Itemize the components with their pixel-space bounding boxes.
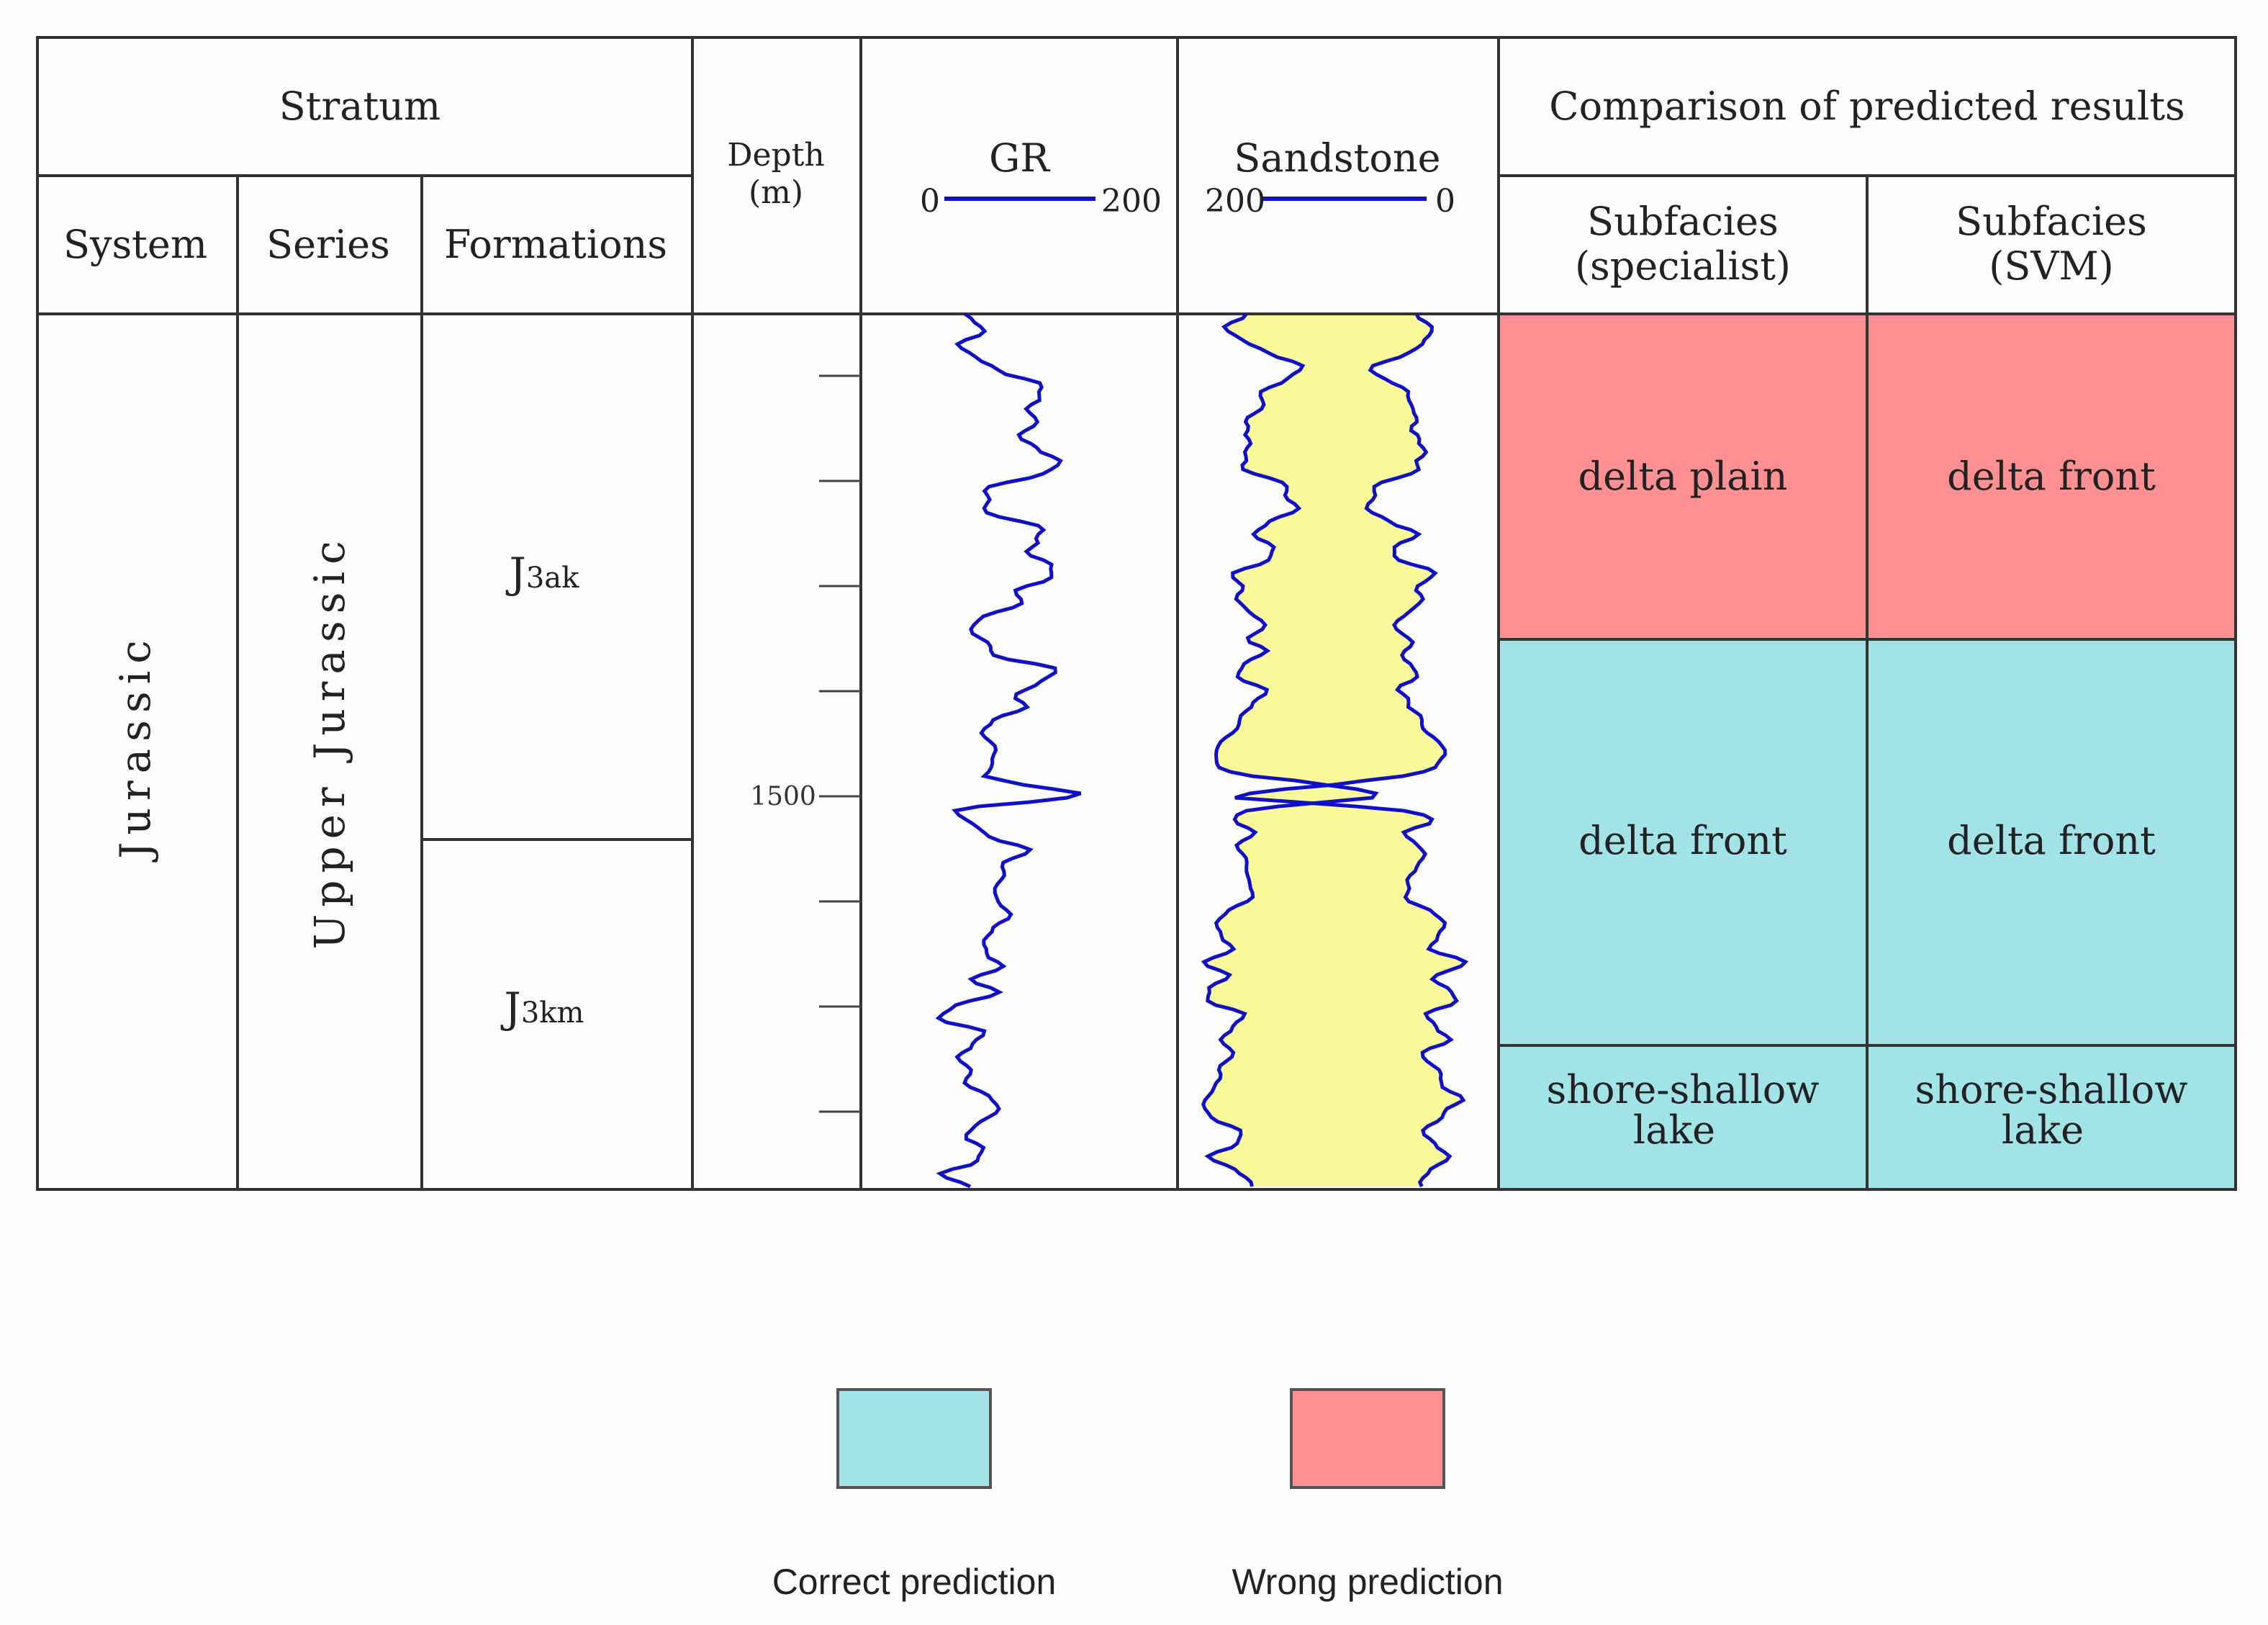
specialist-facies-block-3 <box>1499 1045 1867 1189</box>
sandstone-right-curve <box>1234 312 1469 1187</box>
system-header: System <box>63 222 207 267</box>
gr-scale-min: 0 <box>920 183 940 220</box>
svm-facies-2: delta front <box>1947 818 2156 863</box>
formation-lower-label: J3km <box>501 983 584 1032</box>
svm-facies-3-line2: lake <box>2002 1107 2084 1153</box>
comparison-header: Comparison of predicted results <box>1549 84 2185 129</box>
sandstone-fill <box>1203 314 1465 1187</box>
svm-facies-block-2 <box>1867 639 2236 1045</box>
svm-facies-block-3 <box>1867 1045 2236 1189</box>
specialist-facies-2: delta front <box>1578 818 1787 863</box>
svm-facies-1: delta front <box>1947 454 2156 499</box>
specialist-facies-3-line2: lake <box>1633 1107 1715 1153</box>
specialist-facies-block-2 <box>1499 639 1867 1045</box>
specialist-facies-1: delta plain <box>1578 454 1788 499</box>
sandstone-left-curve <box>1201 312 1379 1187</box>
subfacies-specialist-subheader: (specialist) <box>1575 243 1791 289</box>
sandstone-scale-right: 0 <box>1435 183 1455 220</box>
series-header: Series <box>266 222 390 267</box>
subfacies-svm-header: Subfacies <box>1956 199 2147 244</box>
formations-header: Formations <box>444 222 667 267</box>
subfacies-specialist-header: Subfacies <box>1587 199 1779 244</box>
legend-wrong-label: Wrong prediction <box>1232 1562 1503 1602</box>
series-label: Upper Jurassic <box>305 534 354 949</box>
legend-correct-swatch <box>836 1388 992 1489</box>
table-grid <box>36 36 2237 1191</box>
legend-wrong-swatch <box>1290 1388 1445 1489</box>
legend-correct-label: Correct prediction <box>772 1562 1057 1602</box>
system-label: Jurassic <box>111 633 160 862</box>
sandstone-header: Sandstone <box>1234 135 1440 181</box>
gr-header: GR <box>989 135 1050 181</box>
sandstone-scale-left: 200 <box>1205 183 1265 220</box>
depth-unit: (m) <box>749 174 803 211</box>
depth-header: Depth <box>727 137 825 174</box>
svm-facies-3-line1: shore-shallow <box>1915 1067 2188 1112</box>
formation-upper-label: J3ak <box>506 549 580 598</box>
stratum-header: Stratum <box>279 84 441 129</box>
subfacies-svm-subheader: (SVM) <box>1989 243 2113 289</box>
gr-scale-max: 200 <box>1101 183 1162 220</box>
depth-label-1500: 1500 <box>750 782 816 811</box>
specialist-facies-3-line1: shore-shallow <box>1547 1067 1820 1112</box>
specialist-facies-block-1 <box>1499 314 1867 639</box>
gr-log-curve <box>935 312 1082 1189</box>
svm-facies-block-1 <box>1867 314 2236 639</box>
depth-ticks <box>819 374 861 1113</box>
